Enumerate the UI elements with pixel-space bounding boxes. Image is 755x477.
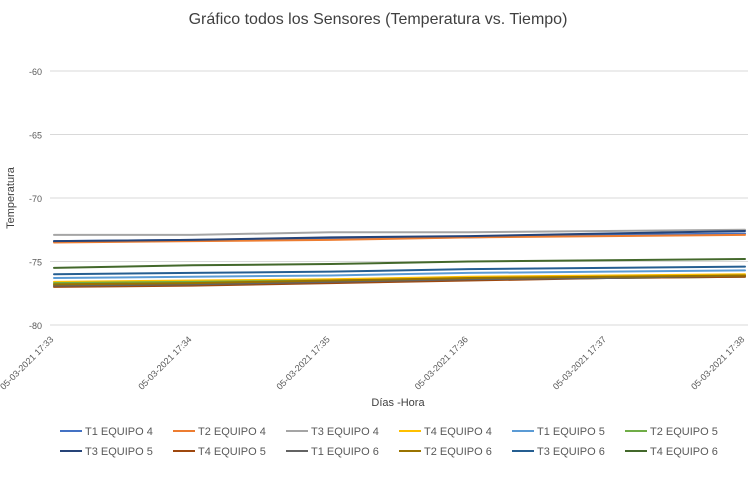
legend-item: T2 EQUIPO 5 [625,426,718,438]
chart-title: Gráfico todos los Sensores (Temperatura … [189,11,568,28]
series-line [53,274,746,286]
legend-item: T4 EQUIPO 4 [399,426,492,438]
x-axis-label: Días -Hora [371,397,425,409]
legend-label: T1 EQUIPO 5 [537,426,605,438]
x-tick-label: 05-03-2021 17:35 [274,334,331,391]
x-tick-label: 05-03-2021 17:37 [551,334,608,391]
x-axis-ticks: 05-03-2021 17:33 05-03-2021 17:34 05-03-20… [0,334,746,391]
legend-label: T3 EQUIPO 6 [537,446,605,458]
legend-label: T2 EQUIPO 6 [424,446,492,458]
legend-item: T3 EQUIPO 5 [60,446,153,458]
series-line [53,269,746,280]
y-tick-label: -75 [29,258,42,268]
legend-label: T1 EQUIPO 4 [85,426,153,438]
series-line [53,273,746,283]
x-tick-label: 05-03-2021 17:33 [0,334,55,391]
legend-label: T1 EQUIPO 6 [311,446,379,458]
y-axis-ticks: -60 -65 -70 -75 -80 [29,67,42,331]
y-tick-label: -60 [29,67,42,77]
y-axis-label: Temperatura [5,166,17,229]
legend-item: T3 EQUIPO 4 [286,426,379,438]
y-tick-label: -70 [29,194,42,204]
legend-item: T4 EQUIPO 6 [625,446,718,458]
legend-item: T1 EQUIPO 4 [60,426,153,438]
legend-item: T1 EQUIPO 6 [286,446,379,458]
x-tick-label: 05-03-2021 17:34 [136,334,193,391]
legend-label: T2 EQUIPO 5 [650,426,718,438]
x-tick-label: 05-03-2021 17:38 [689,334,746,391]
legend-label: T3 EQUIPO 4 [311,426,379,438]
legend-label: T4 EQUIPO 4 [424,426,492,438]
legend-label: T4 EQUIPO 5 [198,446,266,458]
series-line [53,233,746,244]
x-tick-label: 05-03-2021 17:36 [413,334,470,391]
legend-label: T4 EQUIPO 6 [650,446,718,458]
series-line [53,265,746,276]
series-line [53,274,746,287]
series-lines [53,228,746,288]
series-line [53,228,746,236]
legend: T1 EQUIPO 4 T2 EQUIPO 4 T3 EQUIPO 4 T4 EQUI… [60,426,718,458]
legend-item: T4 EQUIPO 5 [173,446,266,458]
legend-item: T2 EQUIPO 6 [399,446,492,458]
series-line [53,230,746,243]
legend-label: T2 EQUIPO 4 [198,426,266,438]
legend-item: T3 EQUIPO 6 [512,446,605,458]
y-tick-label: -65 [29,131,42,141]
y-tick-label: -80 [29,321,42,331]
legend-item: T1 EQUIPO 5 [512,426,605,438]
legend-label: T3 EQUIPO 5 [85,446,153,458]
series-line [53,257,746,269]
legend-item: T2 EQUIPO 4 [173,426,266,438]
grid [50,70,748,326]
